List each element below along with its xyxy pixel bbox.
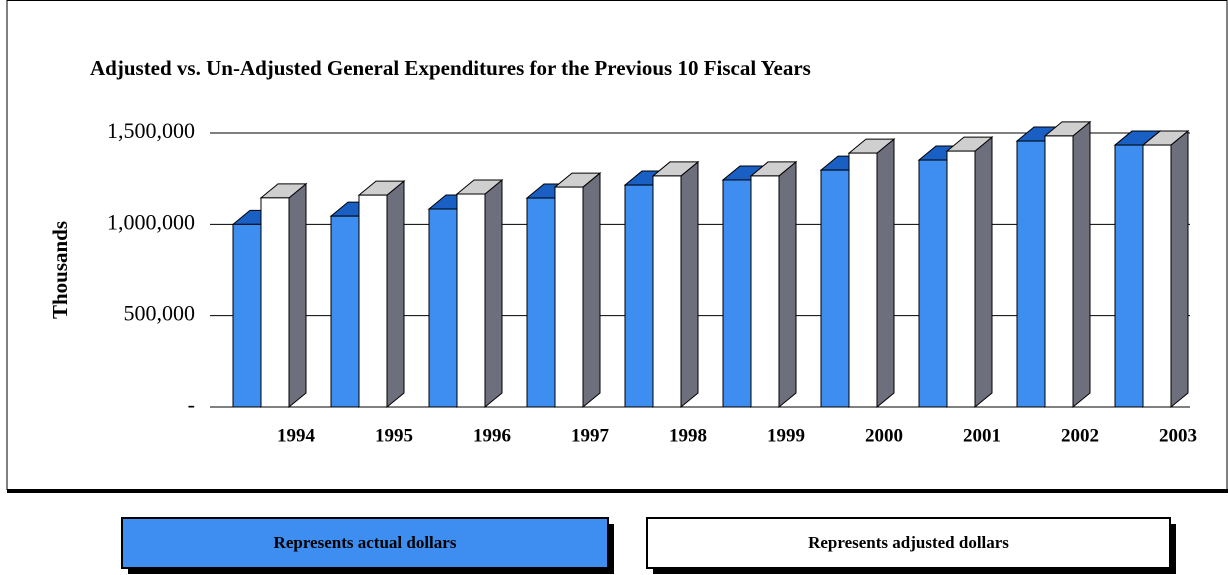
bar-side <box>582 172 601 409</box>
bar-front <box>1044 135 1074 408</box>
chart-title: Adjusted vs. Un-Adjusted General Expendi… <box>90 56 811 80</box>
bar-front <box>330 215 360 408</box>
legend-swatch <box>121 517 609 569</box>
bar-front <box>848 152 878 408</box>
bar <box>847 138 896 409</box>
bar-front <box>260 197 290 408</box>
legend-swatch <box>646 517 1171 569</box>
x-tick-label: 1998 <box>669 425 707 446</box>
legend: Represents actual dollars Represents adju… <box>121 517 1176 574</box>
bar <box>749 160 798 409</box>
bar <box>1043 120 1092 409</box>
bar-front <box>820 169 850 408</box>
x-tick-label: 1995 <box>375 425 413 446</box>
x-tick-label: 2003 <box>1159 425 1197 446</box>
bar-front <box>652 175 682 408</box>
bar-front <box>428 208 458 408</box>
y-tick-label: 1,000,000 <box>107 209 195 234</box>
bar-front <box>624 184 654 408</box>
bar-front <box>918 159 948 408</box>
x-tick-label: 2001 <box>963 425 1001 446</box>
legend-label: Represents adjusted dollars <box>808 533 1009 552</box>
bar-side <box>386 180 405 409</box>
legend-label: Represents actual dollars <box>274 533 457 552</box>
bar <box>945 136 994 409</box>
x-tick-label: 1996 <box>473 425 511 446</box>
y-tick-label: 500,000 <box>124 301 196 326</box>
bar-side <box>1170 129 1189 409</box>
bar-front <box>232 223 262 408</box>
bar-side <box>288 182 307 409</box>
bar-front <box>1142 144 1172 408</box>
bar-side <box>778 160 797 409</box>
bar-side <box>484 178 503 409</box>
bar <box>357 180 406 409</box>
bar-front <box>750 175 780 408</box>
bar <box>455 178 504 409</box>
bar-front <box>526 197 556 408</box>
x-tick-label: 2002 <box>1061 425 1099 446</box>
bar <box>1141 129 1190 409</box>
bar-front <box>722 179 752 408</box>
bar-front <box>1016 140 1046 408</box>
bar-front <box>946 150 976 408</box>
bar-front <box>1114 144 1144 408</box>
bar-side <box>876 138 895 409</box>
bar-side <box>974 136 993 409</box>
bar-side <box>680 160 699 409</box>
plot-area: - 500,000 1,000,000 1,500,000 1994 1995 1996 19… <box>107 118 1197 446</box>
x-tick-label: 1999 <box>767 425 805 446</box>
bar-front <box>358 194 388 408</box>
bar <box>259 182 308 409</box>
bar-front <box>554 186 584 408</box>
y-tick-label: 1,500,000 <box>107 118 195 143</box>
y-axis-label: Thousands <box>48 221 72 319</box>
y-tick-label: - <box>188 392 195 417</box>
bar <box>651 160 700 409</box>
x-tick-label: 1997 <box>571 425 610 446</box>
bar-side <box>1072 120 1091 409</box>
x-tick-label: 2000 <box>865 425 903 446</box>
x-tick-label: 1994 <box>277 425 316 446</box>
bar-front <box>456 193 486 408</box>
bar <box>553 172 602 409</box>
